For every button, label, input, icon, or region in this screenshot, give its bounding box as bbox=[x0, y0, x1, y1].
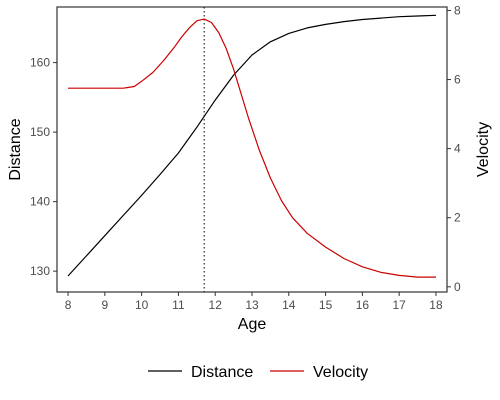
left-y-axis-ticks: 130 140 150 160 bbox=[30, 56, 57, 278]
x-tick-label: 11 bbox=[172, 298, 185, 312]
legend-label-velocity: Velocity bbox=[313, 364, 368, 381]
plot-panel bbox=[56, 6, 448, 293]
x-tick-label: 18 bbox=[429, 298, 443, 312]
right-y-tick-label: 8 bbox=[454, 3, 461, 17]
x-tick-label: 10 bbox=[135, 298, 149, 312]
series-line-velocity bbox=[68, 18, 436, 278]
x-tick-label: 8 bbox=[65, 298, 72, 312]
right-y-tick-label: 0 bbox=[454, 280, 461, 294]
left-y-tick-label: 150 bbox=[30, 125, 50, 139]
series-line-distance bbox=[67, 14, 437, 277]
x-axis-ticks: 8 9 10 11 12 13 14 15 16 17 18 bbox=[65, 292, 443, 312]
legend: Distance Velocity bbox=[148, 364, 368, 381]
x-tick-label: 15 bbox=[319, 298, 333, 312]
right-y-axis-title: Velocity bbox=[475, 122, 492, 177]
right-y-axis-ticks: 0 2 4 6 8 bbox=[447, 3, 461, 294]
left-y-tick-label: 130 bbox=[30, 264, 50, 278]
x-tick-label: 14 bbox=[282, 298, 296, 312]
x-tick-label: 16 bbox=[356, 298, 370, 312]
x-axis-title: Age bbox=[238, 316, 267, 333]
x-tick-label: 9 bbox=[101, 298, 108, 312]
left-y-tick-label: 140 bbox=[30, 195, 50, 209]
series-layer bbox=[67, 14, 437, 278]
right-y-tick-label: 4 bbox=[454, 142, 461, 156]
x-tick-label: 12 bbox=[209, 298, 223, 312]
right-y-tick-label: 6 bbox=[454, 73, 461, 87]
left-y-tick-label: 160 bbox=[30, 56, 50, 70]
right-y-tick-label: 2 bbox=[454, 211, 461, 225]
x-tick-label: 13 bbox=[245, 298, 259, 312]
legend-label-distance: Distance bbox=[191, 364, 253, 381]
left-y-axis-title: Distance bbox=[7, 118, 24, 180]
x-tick-label: 17 bbox=[392, 298, 406, 312]
